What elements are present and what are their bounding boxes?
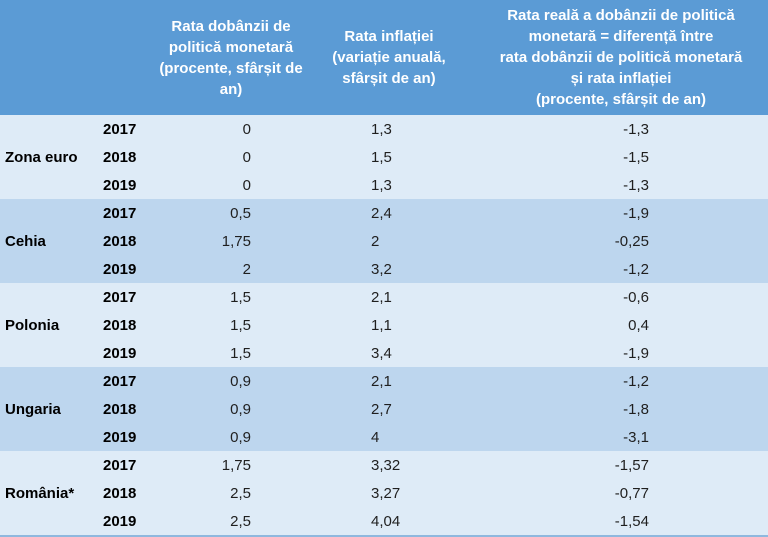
cell-inflation: 3,4 (371, 344, 392, 362)
cell-real-rate: 0,4 (628, 316, 649, 334)
table-header-row: Rata dobânzii de politică monetară (proc… (0, 0, 768, 115)
cell-inflation: 2,1 (371, 372, 392, 390)
header-inflation: Rata inflației (variație anuală, sfârșit… (332, 28, 446, 87)
cell-inflation: 1,3 (371, 176, 392, 194)
country-label: Cehia (5, 232, 46, 250)
cell-policy-rate: 0 (242, 148, 251, 166)
cell-real-rate: -0,77 (614, 484, 649, 502)
cell-policy-rate: 0,9 (230, 428, 251, 446)
country-label: România* (5, 484, 75, 502)
cell-year: 2019 (103, 512, 137, 530)
cell-year: 2017 (103, 372, 137, 390)
cell-policy-rate: 0,9 (230, 372, 251, 390)
cell-real-rate: -1,9 (623, 344, 649, 362)
cell-year: 2018 (103, 400, 137, 418)
table-body: Zona euro 2017 0 1,3 -1,3 2018 0 1,5 -1,… (0, 115, 768, 535)
country-group-cehia: Cehia 2017 0,5 2,4 -1,9 2018 1,75 2 -0,2… (0, 199, 768, 283)
cell-year: 2017 (103, 456, 137, 474)
cell-inflation: 1,3 (371, 120, 392, 138)
cell-real-rate: -1,2 (623, 260, 649, 278)
cell-policy-rate: 1,75 (221, 456, 251, 474)
cell-policy-rate: 1,5 (230, 316, 251, 334)
cell-inflation: 3,27 (371, 484, 401, 502)
country-label: Zona euro (5, 148, 78, 166)
cell-real-rate: -1,57 (614, 456, 649, 474)
country-group-ungaria: Ungaria 2017 0,9 2,1 -1,2 2018 0,9 2,7 -… (0, 367, 768, 451)
cell-inflation: 4,04 (371, 512, 401, 530)
cell-inflation: 2 (371, 232, 380, 250)
cell-policy-rate: 2 (242, 260, 251, 278)
header-real-rate: Rata reală a dobânzii de politică moneta… (499, 7, 743, 108)
cell-policy-rate: 1,5 (230, 288, 251, 306)
cell-inflation: 1,1 (371, 316, 392, 334)
cell-year: 2017 (103, 120, 137, 138)
cell-year: 2018 (103, 316, 137, 334)
cell-real-rate: -1,2 (623, 372, 649, 390)
cell-inflation: 2,1 (371, 288, 392, 306)
cell-inflation: 2,4 (371, 204, 392, 222)
cell-policy-rate: 1,75 (221, 232, 251, 250)
cell-inflation: 3,32 (371, 456, 401, 474)
cell-policy-rate: 0,5 (230, 204, 251, 222)
cell-real-rate: -0,25 (614, 232, 649, 250)
cell-year: 2017 (103, 204, 137, 222)
country-label: Polonia (5, 316, 60, 334)
cell-inflation: 2,7 (371, 400, 392, 418)
country-group-romania: România* 2017 1,75 3,32 -1,57 2018 2,5 3… (0, 451, 768, 535)
country-group-zona-euro: Zona euro 2017 0 1,3 -1,3 2018 0 1,5 -1,… (0, 115, 768, 199)
cell-policy-rate: 0,9 (230, 400, 251, 418)
cell-real-rate: -1,9 (623, 204, 649, 222)
cell-year: 2019 (103, 260, 137, 278)
cell-year: 2019 (103, 176, 137, 194)
cell-real-rate: -3,1 (623, 428, 649, 446)
cell-real-rate: -1,3 (623, 176, 649, 194)
cell-real-rate: -1,5 (623, 148, 649, 166)
cell-policy-rate: 0 (242, 120, 251, 138)
cell-inflation: 3,2 (371, 260, 392, 278)
cell-real-rate: -1,3 (623, 120, 649, 138)
cell-real-rate: -1,8 (623, 400, 649, 418)
cell-inflation: 1,5 (371, 148, 392, 166)
country-label: Ungaria (5, 400, 61, 418)
cell-year: 2019 (103, 344, 137, 362)
cell-policy-rate: 2,5 (230, 512, 251, 530)
country-group-polonia: Polonia 2017 1,5 2,1 -0,6 2018 1,5 1,1 0… (0, 283, 768, 367)
cell-year: 2017 (103, 288, 137, 306)
cell-policy-rate: 2,5 (230, 484, 251, 502)
cell-real-rate: -1,54 (614, 512, 649, 530)
cell-policy-rate: 1,5 (230, 344, 251, 362)
cell-real-rate: -0,6 (623, 288, 649, 306)
cell-year: 2019 (103, 428, 137, 446)
header-policy-rate: Rata dobânzii de politică monetară (proc… (159, 17, 303, 98)
cell-year: 2018 (103, 232, 137, 250)
cell-policy-rate: 0 (242, 176, 251, 194)
cell-year: 2018 (103, 484, 137, 502)
cell-inflation: 4 (371, 428, 380, 446)
cell-year: 2018 (103, 148, 137, 166)
